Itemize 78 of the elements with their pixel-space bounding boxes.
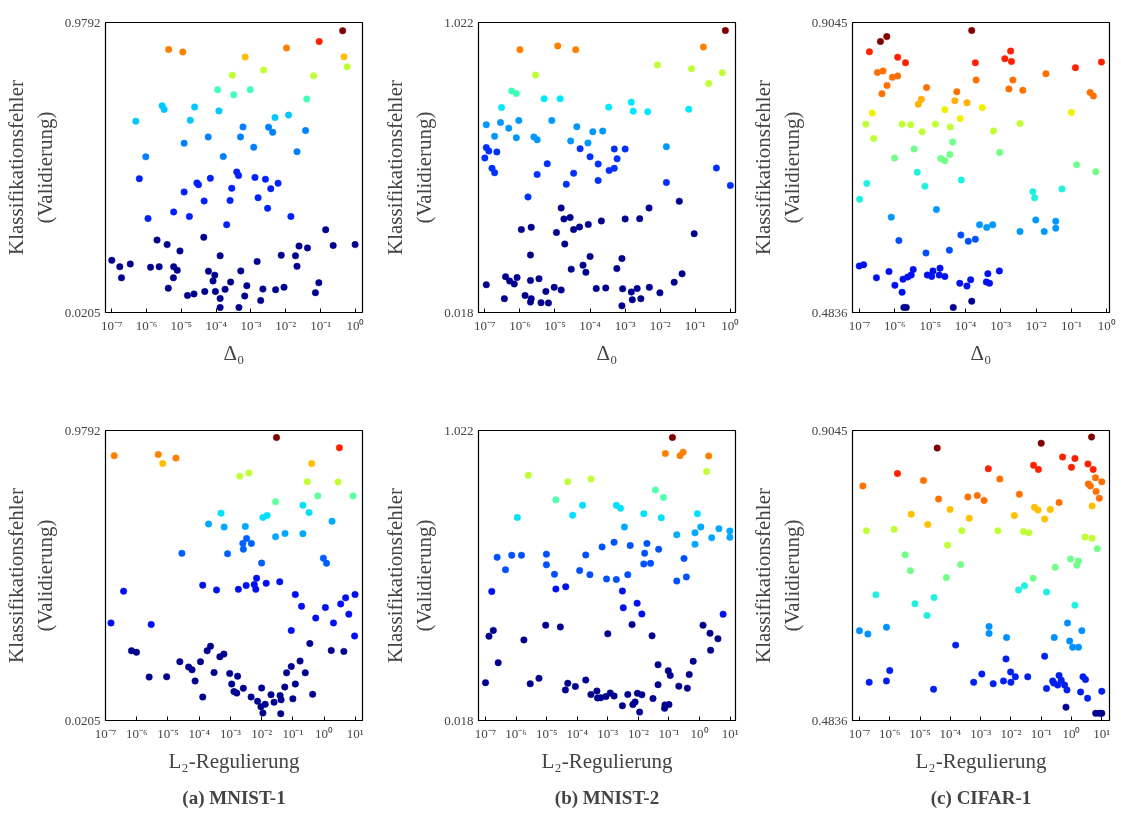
y-tick-label: 0.018: [444, 712, 474, 728]
x-axis-title: Δ₀: [223, 340, 245, 365]
x-tick-label: 10⁻³: [219, 725, 241, 741]
x-axis-title: L₂-Regulierung: [168, 748, 300, 773]
x-tick-label: 10⁻²: [251, 725, 273, 741]
x-tick-label: 10⁻⁵: [535, 725, 558, 741]
x-tick-label: 10⁻³: [597, 725, 619, 741]
x-tick-label: 10¹: [346, 725, 364, 741]
x-tick-label: 10⁻⁵: [919, 317, 941, 333]
x-axis-title: L₂-Regulierung: [915, 748, 1047, 773]
x-tick-label: 10⁻³: [240, 317, 262, 333]
y-tick-label: 1.022: [444, 422, 474, 438]
x-tick-label: 10⁻⁶: [878, 725, 901, 741]
y-axis-title: Klassifikationsfehler (Validierung): [383, 488, 437, 663]
x-tick-label: 10⁻⁵: [544, 317, 566, 333]
x-tick-label: 10⁻¹: [658, 725, 680, 741]
x-tick-label: 10⁻⁶: [884, 317, 906, 333]
y-axis-title: Klassifikationsfehler (Validierung): [3, 80, 57, 255]
x-tick-label: 10⁰: [1097, 317, 1116, 333]
x-tick-label: 10⁻²: [649, 317, 671, 333]
x-tick-label: 10⁻⁴: [939, 725, 962, 741]
x-tick-label: 10⁻³: [970, 725, 992, 741]
x-tick-label: 10⁻¹: [1030, 725, 1052, 741]
y-tick-label: 0.0205: [64, 304, 101, 320]
x-tick-label: 10⁻³: [614, 317, 636, 333]
x-tick-label: 10⁻⁷: [848, 317, 871, 333]
x-tick-label: 10⁻⁵: [170, 317, 193, 333]
x-tick-label: 10⁻⁶: [509, 317, 531, 333]
x-tick-label: 10⁻⁵: [157, 725, 179, 741]
x-tick-label: 10⁰: [315, 725, 334, 741]
y-axis-title: Klassifikationsfehler (Validierung): [750, 488, 804, 663]
text: (b) MNIST-2: [554, 786, 660, 809]
text: (c) CIFAR-1: [930, 786, 1032, 809]
x-tick-label: 10⁻⁴: [579, 317, 602, 333]
x-tick-label: 10⁰: [690, 725, 709, 741]
x-tick-label: 10⁻²: [627, 725, 649, 741]
x-tick-label: 10⁻²: [275, 317, 297, 333]
x-tick-label: 10⁻⁶: [135, 317, 158, 333]
y-tick-label: 0.9045: [811, 14, 848, 30]
y-tick-label: 0.9792: [64, 422, 101, 438]
y-tick-label: 0.4836: [811, 712, 848, 728]
x-axis-title: L₂-Regulierung: [541, 748, 673, 773]
x-tick-label: 10⁻¹: [310, 317, 332, 333]
x-tick-label: 10⁻⁴: [205, 317, 228, 333]
text: (a) MNIST-1: [182, 786, 286, 809]
x-tick-label: 10⁻⁴: [954, 317, 977, 333]
y-tick-label: 1.022: [444, 14, 474, 30]
x-tick-label: 10⁻¹: [282, 725, 304, 741]
x-tick-label: 10⁻⁵: [909, 725, 931, 741]
x-axis-title: Δ₀: [596, 340, 618, 365]
x-tick-label: 10¹: [1093, 725, 1111, 741]
y-tick-label: 0.0205: [64, 712, 101, 728]
x-tick-label: 10⁻¹: [684, 317, 706, 333]
x-tick-label: 10⁰: [1062, 725, 1081, 741]
x-tick-label: 10⁻⁷: [848, 725, 871, 741]
y-tick-label: 0.9045: [811, 422, 848, 438]
x-tick-label: 10⁻⁷: [474, 725, 497, 741]
y-tick-label: 0.4836: [811, 304, 848, 320]
y-tick-label: 0.9792: [64, 14, 101, 30]
x-tick-label: 10⁻⁷: [94, 725, 117, 741]
x-tick-label: 10⁰: [346, 317, 365, 333]
x-tick-label: 10⁻²: [1000, 725, 1022, 741]
x-tick-label: 10⁻⁴: [566, 725, 589, 741]
x-axis-title: Δ₀: [970, 340, 992, 365]
x-tick-label: 10⁻⁷: [101, 317, 123, 333]
x-tick-label: 10⁻¹: [1060, 317, 1082, 333]
x-tick-label: 10⁻⁶: [125, 725, 148, 741]
x-tick-label: 10⁻⁷: [474, 317, 496, 333]
x-tick-label: 10⁻⁴: [188, 725, 211, 741]
y-axis-title: Klassifikationsfehler (Validierung): [750, 80, 804, 255]
y-axis-title: Klassifikationsfehler (Validierung): [3, 488, 57, 663]
x-tick-label: 10⁰: [721, 317, 740, 333]
x-tick-label: 10⁻³: [990, 317, 1012, 333]
x-tick-label: 10⁻²: [1025, 317, 1047, 333]
y-axis-title: Klassifikationsfehler (Validierung): [383, 80, 437, 255]
x-tick-label: 10¹: [721, 725, 739, 741]
x-tick-label: 10⁻⁶: [505, 725, 527, 741]
y-tick-label: 0.018: [444, 304, 474, 320]
